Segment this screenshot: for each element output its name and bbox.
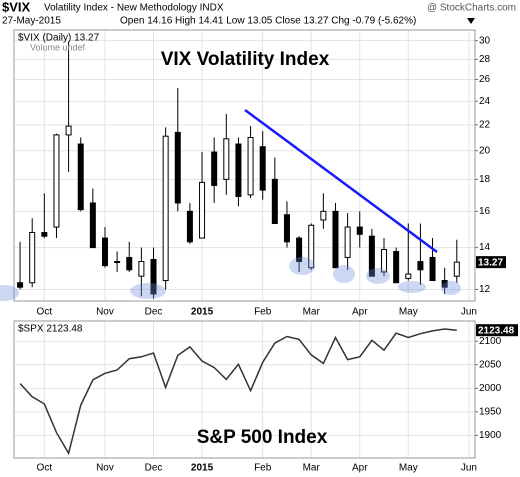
y-tick-label: 24: [479, 96, 491, 107]
last-value-tag: [476, 324, 518, 337]
candle-body: [332, 210, 339, 269]
legend: $VIX (Daily) 13.27: [18, 33, 100, 44]
candle-body: [53, 134, 60, 228]
highlight-ellipse: [130, 283, 166, 299]
x-tick-label: Dec: [145, 463, 163, 474]
candle-body: [29, 231, 36, 284]
y-tick-label: 28: [479, 54, 491, 65]
spx-panel: 1900 1950 2000 2050 2100 Oct Nov Dec 2015 Feb Mar A…: [13, 320, 518, 474]
x-tick-label: Jun: [461, 307, 477, 318]
y-tick-label: 1950: [479, 407, 502, 418]
index-name: Volatility Index - New Methodology INDX: [44, 3, 224, 14]
y-tick-label: 22: [479, 120, 491, 131]
candle-body: [65, 125, 72, 136]
candle-body: [320, 210, 327, 221]
candle-body: [77, 143, 84, 211]
candle-body: [356, 226, 363, 235]
price-line: [19, 328, 457, 456]
highlight-ellipse: [366, 268, 390, 284]
candle-body: [429, 256, 436, 282]
candle-body: [453, 261, 460, 277]
highlight-ellipse: [0, 285, 19, 301]
candle-body: [247, 136, 254, 196]
panel-frame: [13, 29, 476, 302]
candle-body: [381, 249, 388, 273]
candle-body: [162, 135, 169, 282]
last-value-label: 13.27: [478, 257, 503, 268]
legend: $SPX 2123.48: [18, 324, 83, 335]
last-value-label: 2123.48: [478, 325, 515, 336]
candle-body: [441, 280, 448, 288]
panel-title: S&P 500 Index: [197, 427, 328, 448]
y-tick-label: 2000: [479, 383, 502, 394]
y-tick-label: 18: [479, 174, 491, 185]
candle-body: [259, 146, 266, 191]
x-tick-label: Nov: [96, 463, 114, 474]
x-tick-label: May: [399, 463, 418, 474]
x-tick-label: Apr: [352, 307, 368, 318]
source: @ StockCharts.com: [427, 3, 516, 14]
panel-frame: [13, 320, 476, 459]
candle-body: [211, 151, 218, 186]
highlight-ellipse: [289, 257, 315, 275]
x-tick-label: 2015: [191, 307, 214, 318]
candle-body: [89, 202, 96, 249]
x-tick-label: Oct: [37, 307, 53, 318]
candle-body: [186, 210, 193, 243]
candle-body: [150, 258, 157, 295]
candle-body: [235, 143, 242, 197]
symbol: $VIX: [2, 0, 31, 14]
y-tick-label: 2100: [479, 336, 502, 347]
y-tick-label: 30: [479, 35, 491, 46]
x-tick-label: 2015: [191, 463, 214, 474]
candle-body: [174, 131, 181, 204]
highlight-ellipse: [333, 265, 355, 283]
candle-body: [308, 224, 315, 269]
x-tick-label: Dec: [145, 307, 163, 318]
candle-body: [344, 226, 351, 258]
candle-body: [368, 235, 375, 277]
panel-title: VIX Volatility Index: [161, 49, 330, 70]
candle-body: [393, 250, 400, 284]
x-tick-label: Nov: [96, 307, 114, 318]
candle-body: [296, 237, 303, 263]
volume-note: Volume undef: [30, 42, 86, 52]
candle-body: [271, 178, 278, 224]
candle-body: [417, 261, 424, 271]
candle-body: [41, 231, 48, 237]
x-tick-label: Mar: [303, 307, 321, 318]
x-tick-label: Feb: [254, 463, 272, 474]
x-tick-label: Jun: [461, 463, 477, 474]
x-tick-label: May: [399, 307, 418, 318]
candle-body: [283, 214, 290, 243]
y-tick-label: 1900: [479, 430, 502, 441]
x-tick-label: Mar: [303, 463, 321, 474]
candle-body: [199, 181, 206, 239]
vix-panel: 12 14 16 18 20 22 24 26 28 30 Oct Nov Dec 2015 Feb Mar A…: [0, 29, 506, 318]
highlight-ellipse: [441, 281, 461, 295]
candle-body: [126, 256, 133, 271]
date: 27-May-2015: [2, 16, 61, 27]
y-tick-label: 20: [479, 145, 491, 156]
candle-body: [114, 261, 121, 264]
x-tick-label: Oct: [37, 463, 53, 474]
x-tick-label: Apr: [352, 463, 368, 474]
y-tick-label: 14: [479, 242, 491, 253]
quote: Open 14.16 High 14.41 Low 13.05 Close 13…: [120, 16, 416, 27]
candle-body: [101, 237, 108, 267]
highlight-ellipse: [398, 281, 426, 293]
menu-arrow[interactable]: [467, 18, 475, 24]
y-tick-label: 12: [479, 284, 491, 295]
last-value-tag: [476, 256, 506, 269]
candle-body: [223, 138, 230, 180]
y-tick-label: 2050: [479, 359, 502, 370]
candle-body: [138, 261, 145, 277]
x-tick-label: Feb: [254, 307, 272, 318]
candle-body: [405, 273, 412, 279]
y-tick-label: 16: [479, 206, 491, 217]
candle-body: [17, 282, 24, 288]
trendline: [244, 108, 438, 254]
y-tick-label: 26: [479, 74, 491, 85]
